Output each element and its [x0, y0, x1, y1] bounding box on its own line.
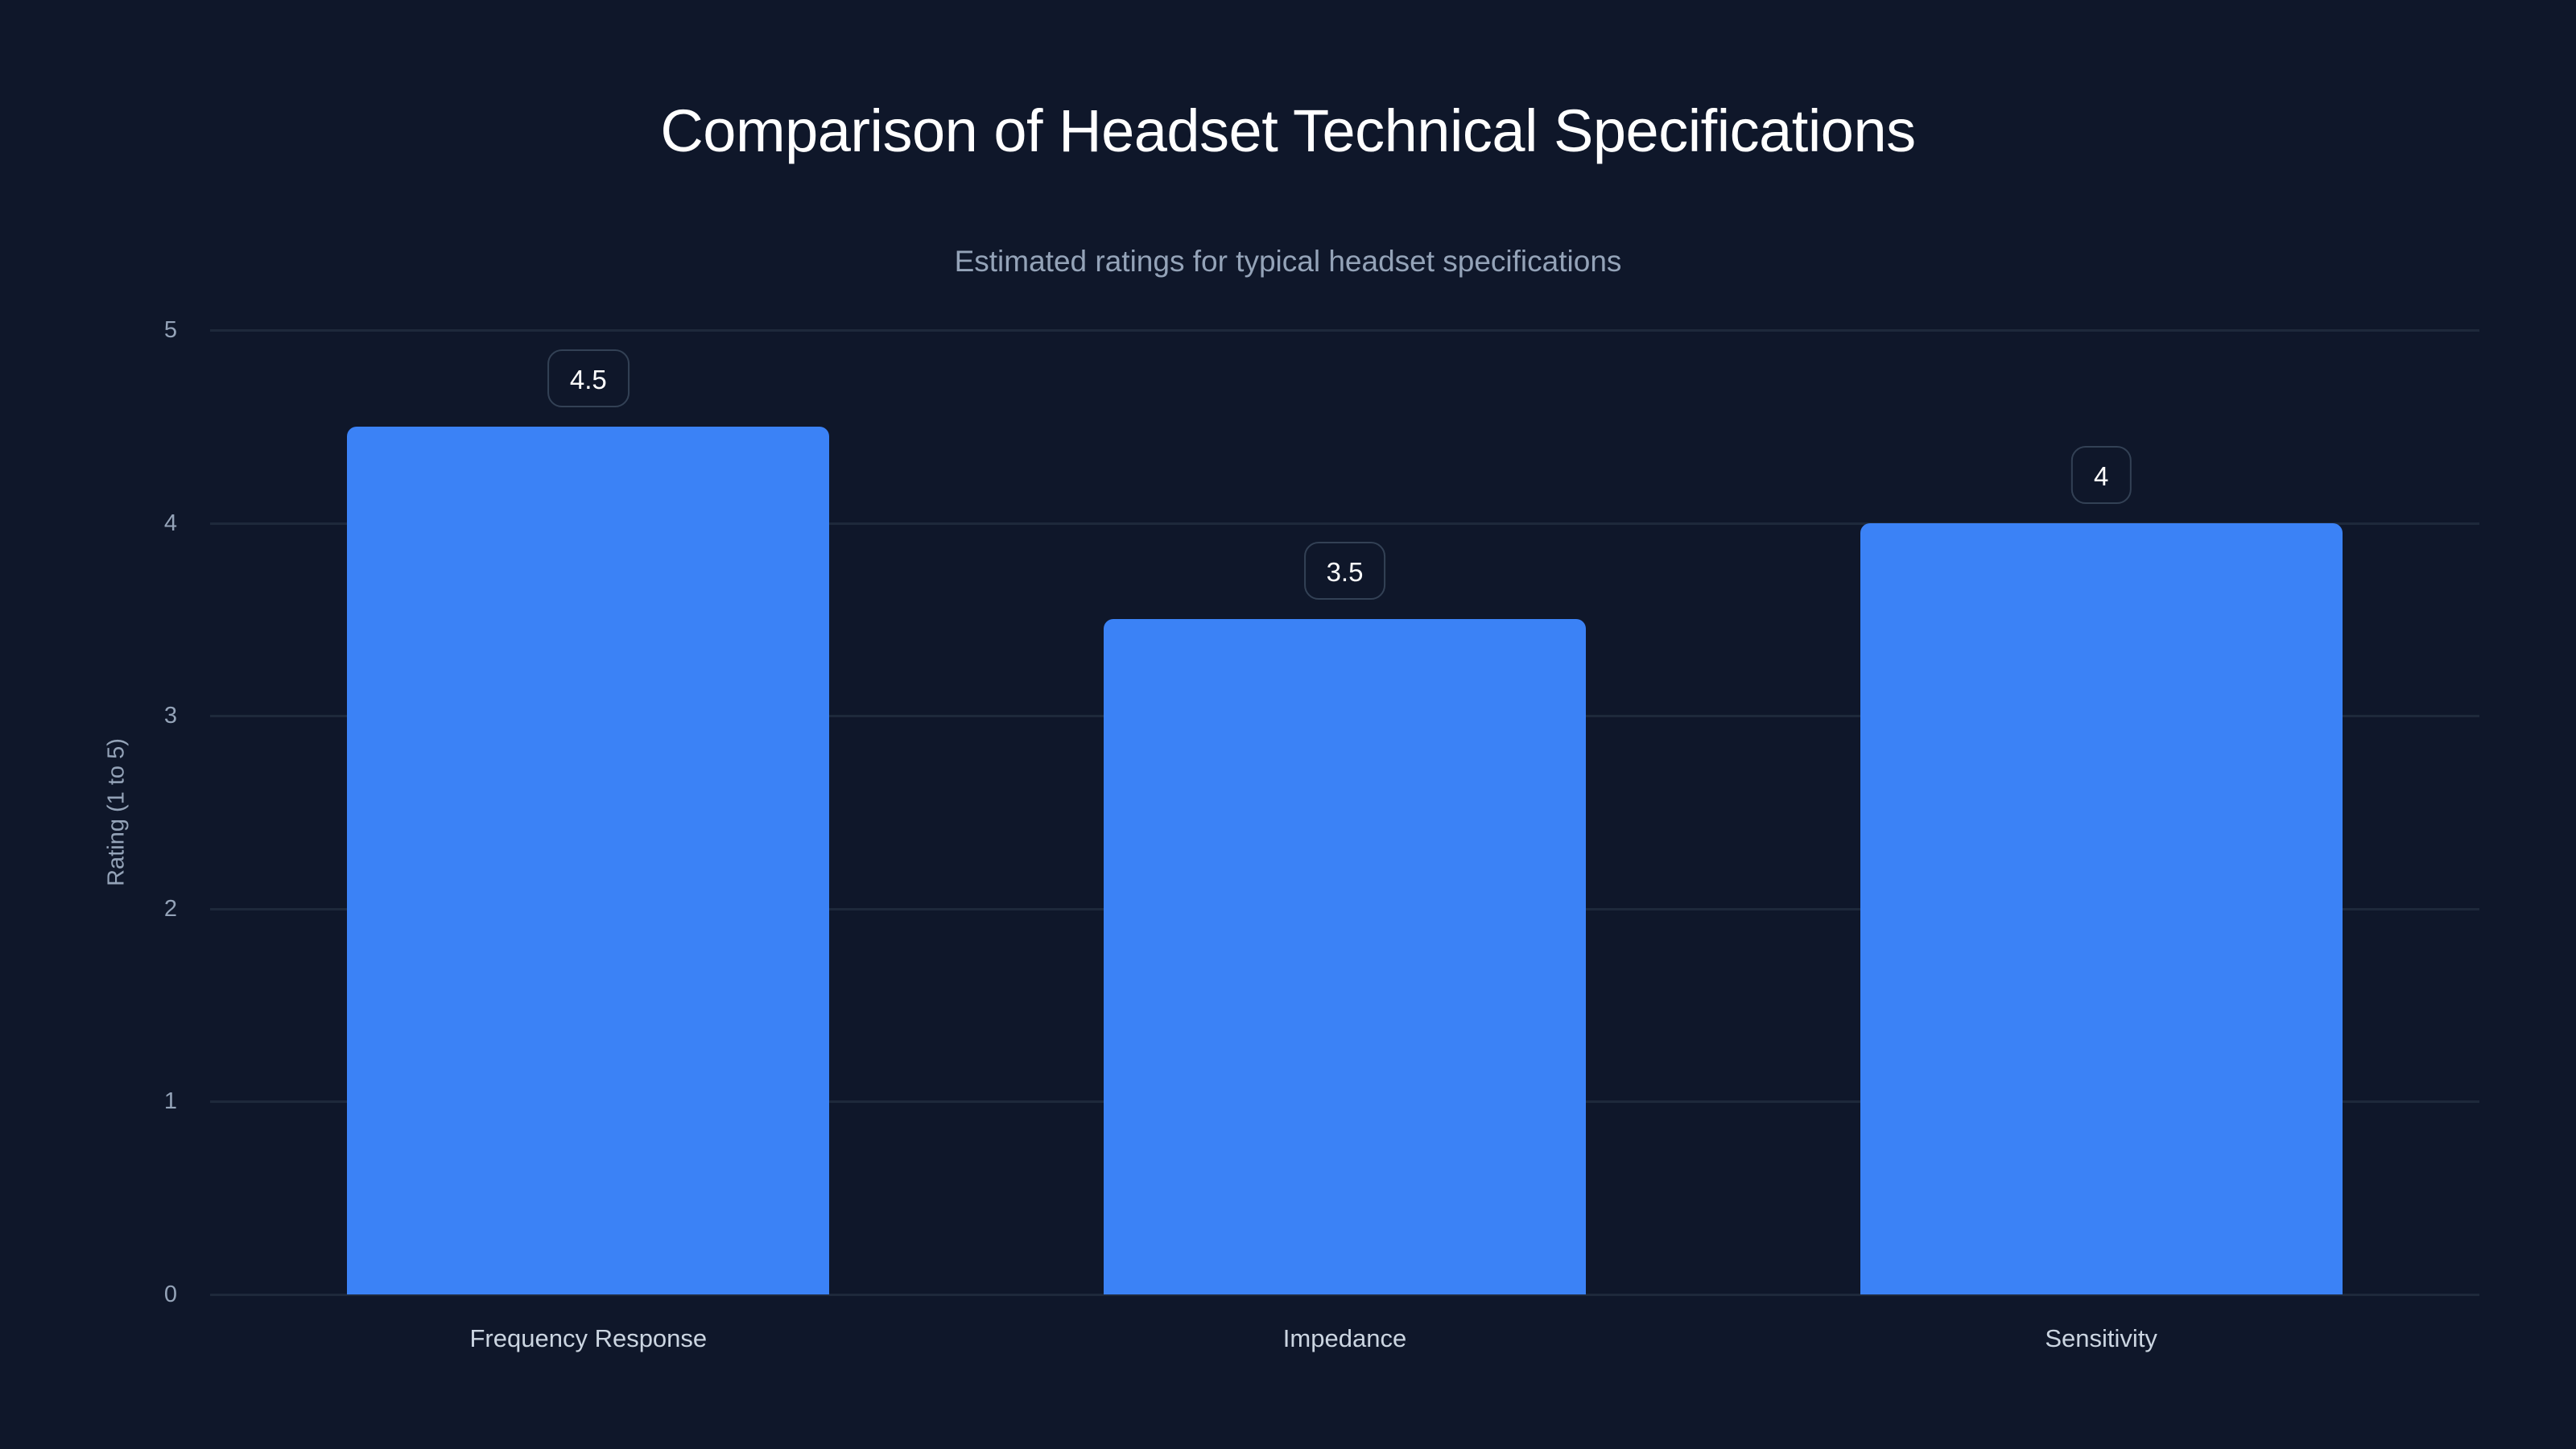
chart-title: Comparison of Headset Technical Specific… [660, 97, 1916, 164]
bar[interactable] [1104, 619, 1586, 1294]
y-axis-title: Rating (1 to 5) [103, 738, 130, 886]
gridline [210, 522, 2479, 525]
chart-subtitle: Estimated ratings for typical headset sp… [954, 245, 1622, 278]
bar[interactable] [347, 426, 830, 1294]
y-tick-label: 0 [163, 1282, 177, 1307]
gridline [210, 329, 2479, 332]
x-tick-label: Impedance [1282, 1324, 1407, 1352]
x-tick-label: Frequency Response [469, 1324, 708, 1352]
gridline [210, 1294, 2479, 1296]
y-tick-label: 4 [163, 510, 177, 536]
bar[interactable] [1860, 522, 2343, 1294]
y-tick-label: 2 [163, 895, 177, 922]
y-tick-label: 1 [163, 1088, 177, 1115]
value-label: 4.5 [547, 349, 630, 407]
y-tick-label: 5 [163, 317, 177, 343]
y-tick-label: 3 [163, 703, 177, 729]
x-tick-label: Sensitivity [2045, 1324, 2157, 1352]
value-label: 3.5 [1303, 542, 1386, 601]
value-label: 4 [2070, 445, 2132, 504]
